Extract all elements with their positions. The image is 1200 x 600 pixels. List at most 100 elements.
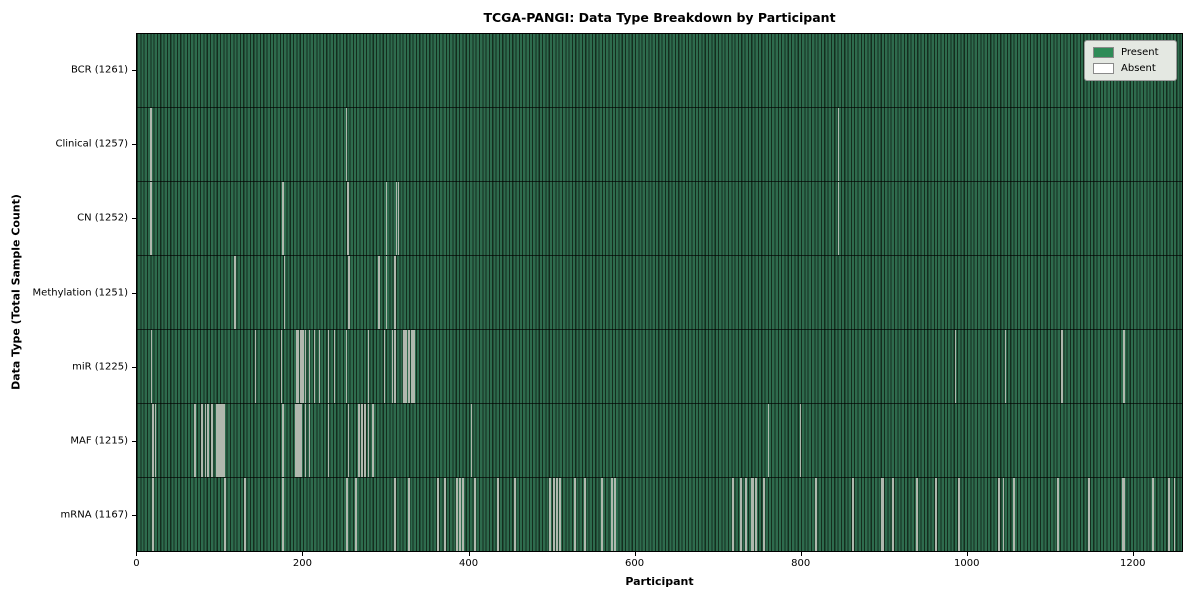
absent-line	[220, 404, 222, 477]
legend-label-present: Present	[1121, 47, 1159, 58]
absent-line	[298, 404, 300, 477]
absent-line	[152, 404, 154, 477]
absent-line	[407, 330, 409, 403]
row-mir	[137, 329, 1182, 403]
absent-line	[347, 478, 349, 551]
absent-line	[386, 256, 388, 329]
absent-line	[462, 478, 464, 551]
absent-line	[218, 404, 220, 477]
absent-line	[437, 478, 439, 551]
ytick-label-clinical: Clinical (1257)	[55, 138, 129, 150]
absent-line	[556, 478, 558, 551]
absent-line	[347, 404, 350, 477]
absent-line	[348, 256, 350, 329]
absent-line	[365, 404, 367, 477]
absent-line	[216, 404, 218, 477]
absent-line	[514, 478, 516, 551]
absent-line	[255, 330, 257, 403]
absent-line	[455, 478, 457, 551]
absent-line	[224, 478, 226, 551]
absent-line	[295, 404, 297, 477]
absent-line	[816, 478, 818, 551]
absent-line	[882, 478, 884, 551]
absent-line	[837, 108, 839, 181]
absent-line	[282, 404, 284, 477]
absent-line	[221, 404, 224, 477]
absent-line	[410, 330, 413, 403]
ytick-mark	[132, 514, 136, 516]
absent-line	[194, 404, 196, 477]
xtick-label-800: 800	[791, 558, 811, 569]
absent-line	[283, 478, 285, 551]
absent-line	[211, 404, 214, 477]
absent-line	[474, 478, 476, 551]
absent-line	[852, 478, 854, 551]
absent-line	[892, 478, 894, 551]
absent-line	[610, 478, 612, 551]
absent-line	[280, 330, 282, 403]
absent-line	[300, 404, 302, 477]
absent-line	[357, 404, 360, 477]
absent-line	[391, 330, 393, 403]
absent-line	[395, 182, 398, 255]
absent-line	[299, 330, 302, 403]
absent-line	[235, 256, 237, 329]
absent-line	[328, 404, 330, 477]
xtick-mark	[136, 552, 138, 556]
absent-line	[193, 404, 195, 477]
legend-item-present: Present	[1093, 47, 1168, 58]
absent-line	[346, 330, 348, 403]
absent-line	[151, 478, 153, 551]
absent-line	[763, 478, 766, 551]
absent-line	[1168, 478, 1170, 551]
absent-line	[1013, 478, 1015, 551]
absent-line	[513, 478, 515, 551]
absent-line	[891, 478, 893, 551]
absent-line	[768, 404, 770, 477]
xtick-label-600: 600	[625, 558, 645, 569]
absent-line	[837, 182, 839, 255]
absent-line	[559, 478, 561, 551]
absent-line	[386, 182, 388, 255]
absent-line	[219, 404, 221, 477]
absent-line	[1088, 478, 1090, 551]
absent-line	[394, 330, 396, 403]
absent-line	[245, 478, 247, 551]
xtick-label-1000: 1000	[953, 558, 980, 569]
absent-line	[601, 478, 603, 551]
absent-line	[574, 478, 577, 551]
xtick-mark	[468, 552, 470, 556]
absent-line	[458, 478, 461, 551]
row-cn	[137, 181, 1182, 255]
absent-line	[815, 478, 817, 551]
absent-line	[202, 404, 204, 477]
ytick-mark	[132, 218, 136, 220]
absent-line	[402, 330, 404, 403]
absent-line	[150, 108, 152, 181]
absent-line	[1152, 478, 1154, 551]
absent-line	[916, 478, 918, 551]
absent-line	[552, 478, 554, 551]
absent-line	[731, 478, 733, 551]
absent-line	[1012, 478, 1014, 551]
absent-line	[284, 256, 286, 329]
legend-label-absent: Absent	[1121, 63, 1156, 74]
absent-line	[614, 478, 616, 551]
absent-line	[880, 478, 882, 551]
absent-line	[297, 330, 299, 403]
absent-line	[294, 404, 297, 477]
absent-line	[347, 256, 350, 329]
absent-line	[300, 330, 302, 403]
absent-line	[361, 404, 363, 477]
absent-line	[150, 182, 152, 255]
absent-line	[550, 478, 552, 551]
absent-line	[574, 478, 576, 551]
absent-line	[1058, 478, 1060, 551]
absent-line	[408, 330, 410, 403]
absent-line	[1005, 330, 1007, 403]
absent-line	[149, 108, 152, 181]
absent-line	[1087, 478, 1090, 551]
absent-line	[221, 404, 223, 477]
absent-line	[851, 478, 853, 551]
absent-line	[295, 330, 297, 403]
